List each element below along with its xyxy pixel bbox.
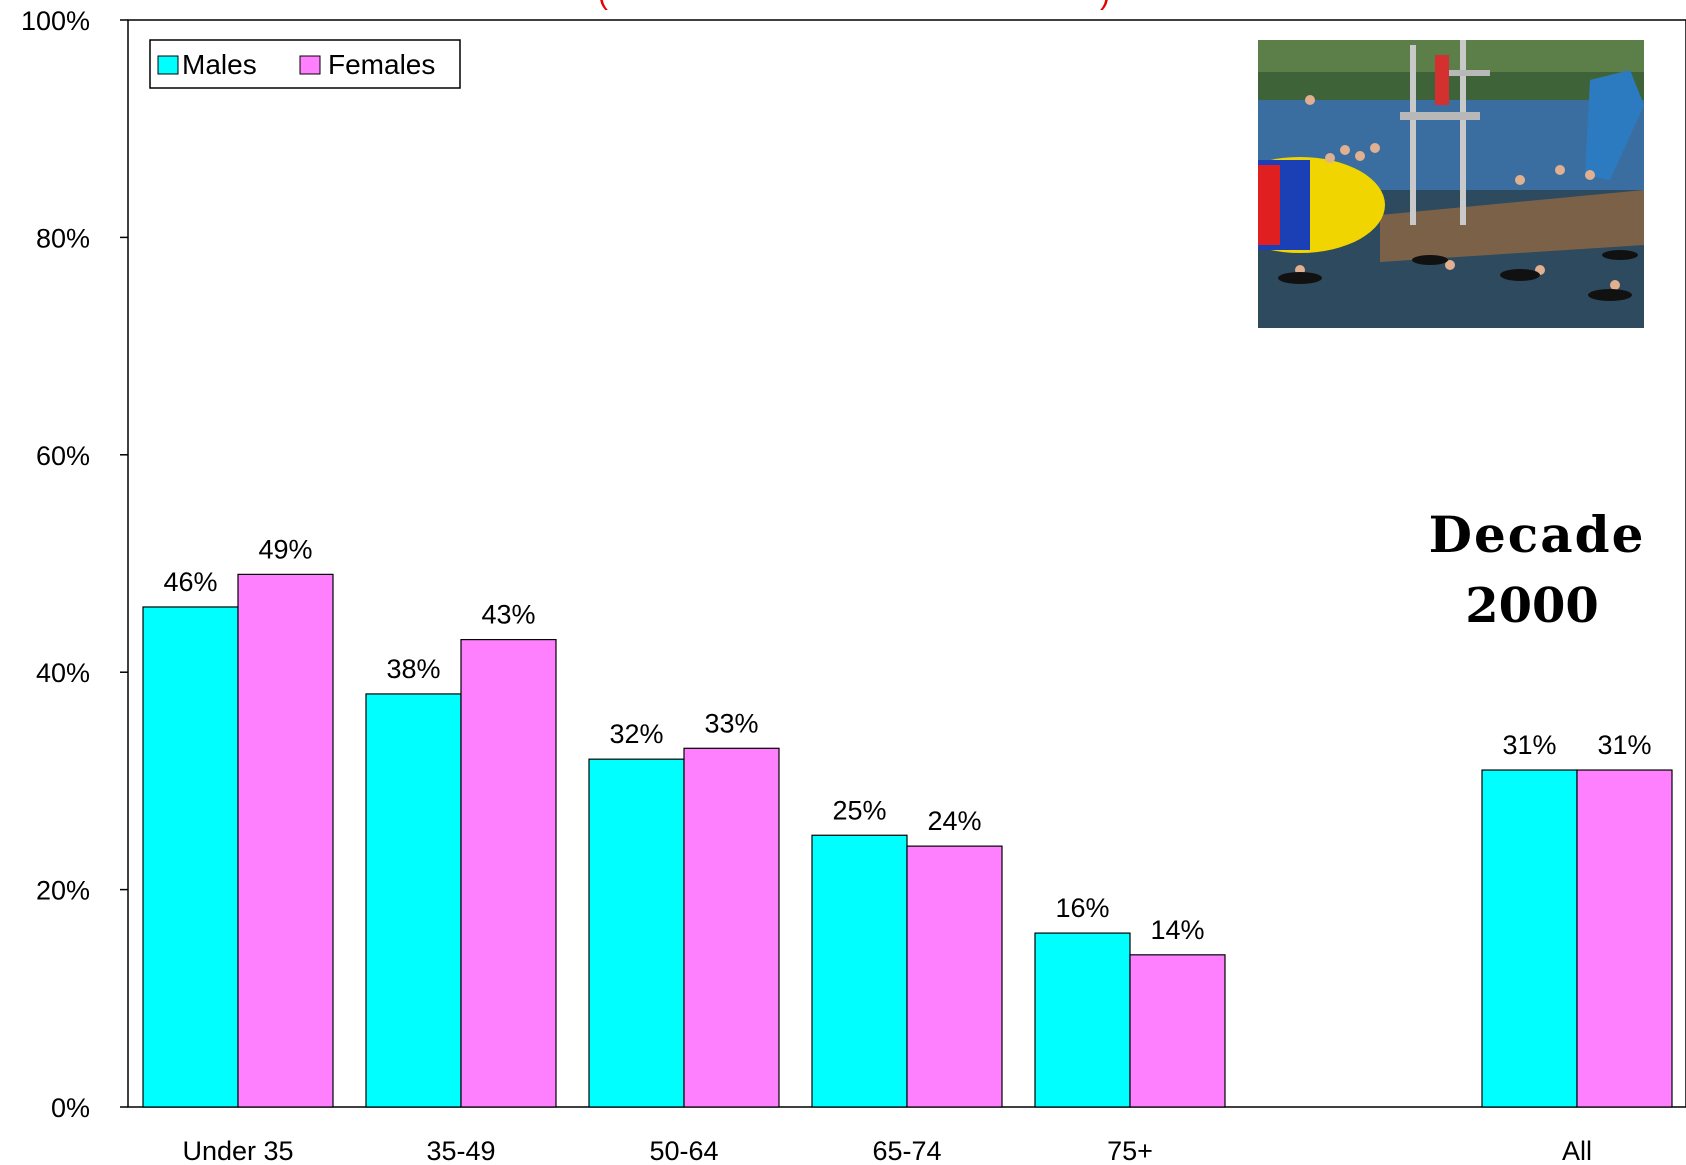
- bar-males-1: [365, 693, 462, 1108]
- bar-males-0: [142, 606, 239, 1108]
- title-fragment-right: ): [1100, 0, 1110, 11]
- bars-group: [142, 573, 1673, 1108]
- annotation-year: 2000: [1465, 578, 1599, 634]
- bar-females-4: [1129, 954, 1226, 1108]
- bar-label-males-1: 38%: [386, 654, 440, 684]
- y-tick-label: 0%: [51, 1093, 90, 1123]
- y-tick-label: 40%: [36, 658, 90, 688]
- bar-males-5: [1481, 769, 1578, 1108]
- bar-females-5: [1576, 769, 1673, 1108]
- bar-label-males-4: 16%: [1055, 893, 1109, 923]
- bar-label-males-0: 46%: [163, 567, 217, 597]
- x-tick-label-0: Under 35: [182, 1136, 293, 1165]
- x-tick-label-1: 35-49: [426, 1136, 495, 1165]
- bar-label-females-5: 31%: [1597, 730, 1651, 760]
- y-tick-label: 20%: [36, 876, 90, 906]
- bar-label-males-2: 32%: [609, 719, 663, 749]
- legend: Males Females: [149, 39, 461, 89]
- annotation-decade: Decade: [1429, 505, 1646, 564]
- bar-label-females-0: 49%: [258, 534, 312, 564]
- legend-swatch-females: [299, 55, 321, 75]
- bar-label-females-1: 43%: [481, 600, 535, 630]
- x-tick-label-4: 75+: [1107, 1136, 1153, 1165]
- legend-label-females: Females: [328, 49, 435, 80]
- x-tick-label-5: All: [1562, 1136, 1592, 1165]
- y-tick-label: 80%: [36, 223, 90, 253]
- y-tick-label: 60%: [36, 441, 90, 471]
- bar-label-females-3: 24%: [927, 806, 981, 836]
- bar-label-females-2: 33%: [704, 708, 758, 738]
- bar-females-3: [906, 845, 1003, 1108]
- x-axis: Under 35 35-49 50-64 65-74 75+ All: [182, 1136, 1592, 1165]
- legend-label-males: Males: [182, 49, 257, 80]
- bar-males-4: [1034, 932, 1131, 1108]
- x-tick-label-3: 65-74: [872, 1136, 941, 1165]
- x-tick-label-2: 50-64: [649, 1136, 718, 1165]
- bar-label-females-4: 14%: [1150, 915, 1204, 945]
- bar-females-0: [237, 573, 334, 1108]
- bar-label-males-5: 31%: [1502, 730, 1556, 760]
- legend-swatch-males: [157, 55, 179, 75]
- y-axis: 0% 20% 40% 60% 80% 100%: [21, 6, 128, 1123]
- bar-males-3: [811, 834, 908, 1108]
- bar-labels-group: 46% 49% 38% 43% 32% 33% 25% 24% 16% 14% 31% 31%: [163, 534, 1651, 944]
- y-tick-label: 100%: [21, 6, 90, 36]
- bar-females-2: [683, 747, 780, 1108]
- lake-swimming-photo: [1258, 40, 1644, 328]
- bar-females-1: [460, 638, 557, 1108]
- bar-label-males-3: 25%: [832, 795, 886, 825]
- title-fragment-left: (: [598, 0, 608, 11]
- bar-males-2: [588, 758, 685, 1108]
